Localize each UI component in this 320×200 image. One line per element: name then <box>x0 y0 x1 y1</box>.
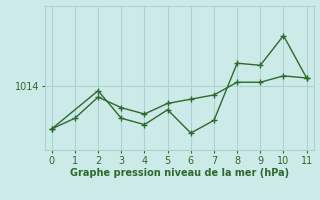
X-axis label: Graphe pression niveau de la mer (hPa): Graphe pression niveau de la mer (hPa) <box>70 168 289 178</box>
